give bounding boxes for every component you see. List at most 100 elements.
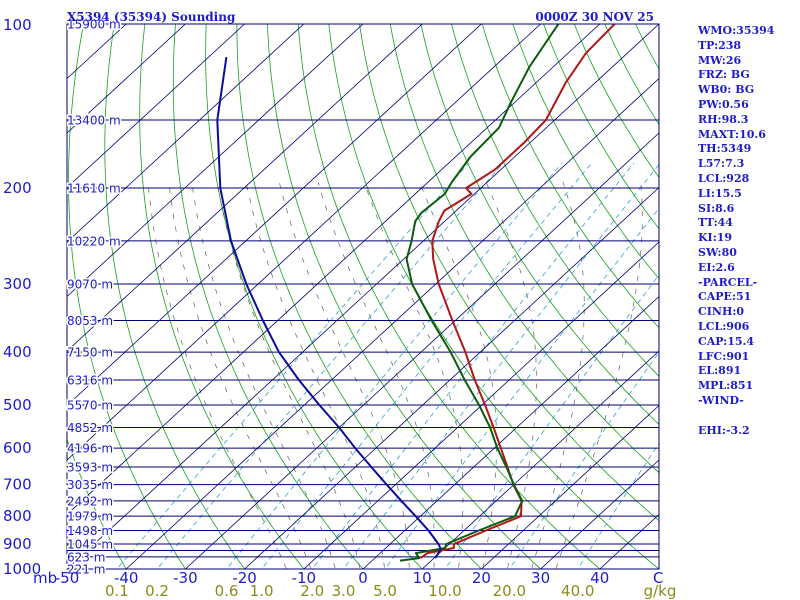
index-line: EHI:-3.2 bbox=[698, 423, 750, 437]
index-line: MW:26 bbox=[698, 53, 742, 67]
pressure-tick-label: 200 bbox=[3, 179, 32, 197]
isotherm bbox=[540, 459, 659, 569]
temp-tick-label: 10 bbox=[413, 569, 432, 587]
isotherm bbox=[67, 24, 245, 189]
temp-tick-label: 0 bbox=[358, 569, 368, 587]
index-line: RH:98.3 bbox=[698, 112, 749, 126]
moist-adiabat bbox=[363, 181, 464, 569]
height-label: 3593 m bbox=[67, 461, 113, 475]
temp-tick-label: -20 bbox=[232, 569, 257, 587]
indices-panel: WMO:35394 TP:238 MW:26 FRZ: BG WB0: BG PW:0.5… bbox=[698, 24, 798, 438]
index-line: CINH:0 bbox=[698, 305, 745, 319]
isotherm bbox=[67, 24, 305, 243]
isotherm bbox=[67, 24, 541, 461]
height-label: 7150 m bbox=[67, 346, 113, 360]
moist-adiabat bbox=[531, 181, 585, 569]
pressure-tick-label: 1000 bbox=[3, 560, 41, 578]
index-line: CAPE:51 bbox=[698, 290, 752, 304]
mixing-ratio-label: 0.6 bbox=[215, 582, 239, 600]
mixing-ratio-line bbox=[311, 162, 635, 569]
moist-adiabat bbox=[191, 182, 336, 569]
index-line: TT:44 bbox=[698, 216, 733, 230]
isotherm bbox=[185, 132, 659, 569]
mixing-ratio-line bbox=[384, 207, 659, 569]
dry-adiabat bbox=[67, 437, 127, 569]
height-label: 2492 m bbox=[67, 494, 113, 508]
isotherm bbox=[67, 24, 186, 134]
pressure-tick-label: 500 bbox=[3, 396, 32, 414]
mixing-ratio-label: 0.1 bbox=[105, 582, 129, 600]
index-line: LCL:906 bbox=[698, 319, 750, 333]
index-line: LI:15.5 bbox=[698, 186, 742, 200]
isotherm bbox=[67, 24, 364, 298]
mixing-ratio-line bbox=[156, 162, 504, 569]
height-label: 5570 m bbox=[67, 398, 113, 412]
isotherm bbox=[303, 241, 659, 569]
height-label: 4196 m bbox=[67, 442, 113, 456]
series-layer bbox=[216, 24, 616, 562]
index-line: KI:19 bbox=[698, 231, 733, 245]
height-label: 4852 m bbox=[67, 421, 113, 435]
mixing-ratio-label: 10.0 bbox=[428, 582, 461, 600]
mixing-ratio-label: 1.0 bbox=[250, 582, 274, 600]
index-line: LFC:901 bbox=[698, 349, 750, 363]
index-line: L57:7.3 bbox=[698, 157, 745, 171]
isotherm bbox=[67, 24, 423, 352]
height-label: 623 m bbox=[67, 550, 105, 564]
index-line: LCL:928 bbox=[698, 171, 750, 185]
height-label: 1498 m bbox=[67, 524, 113, 538]
isotherm bbox=[67, 24, 482, 407]
isotherm bbox=[67, 24, 659, 569]
pressure-tick-label: 900 bbox=[3, 535, 32, 553]
mixing-ratio-label: 20.0 bbox=[493, 582, 526, 600]
isotherm bbox=[125, 77, 659, 569]
mixing-ratio-line bbox=[226, 162, 563, 569]
series-line-dewpoint bbox=[399, 24, 560, 562]
index-line: FRZ: BG bbox=[698, 68, 750, 82]
chart-title-left: X5394 (35394) Sounding bbox=[67, 10, 236, 24]
temp-tick-label: -40 bbox=[114, 569, 139, 587]
height-label: 221 m bbox=[67, 563, 105, 577]
isotherm bbox=[421, 350, 659, 569]
height-label: 6316 m bbox=[67, 374, 113, 388]
index-line: -WIND- bbox=[698, 393, 744, 407]
temp-tick-label: -10 bbox=[292, 569, 317, 587]
height-label: 1045 m bbox=[67, 538, 113, 552]
mixing-ratio-label: 3.0 bbox=[332, 582, 356, 600]
index-line: TP:238 bbox=[698, 38, 742, 52]
series-line-parcel bbox=[216, 56, 442, 559]
height-label: 9070 m bbox=[67, 278, 113, 292]
index-line: WB0: BG bbox=[698, 83, 755, 97]
pressure-tick-label: 600 bbox=[3, 439, 32, 457]
index-line: EL:891 bbox=[698, 364, 742, 378]
height-label: 15900 m bbox=[67, 18, 121, 32]
series-line-temperature bbox=[419, 24, 616, 559]
plot-frame bbox=[66, 23, 660, 570]
index-line: PW:0.56 bbox=[698, 97, 749, 111]
isotherm bbox=[67, 24, 601, 516]
temp-tick-label: -50 bbox=[55, 569, 80, 587]
height-label: 3035 m bbox=[67, 478, 113, 492]
index-line: SW:80 bbox=[698, 245, 737, 259]
mixing-ratio-line bbox=[444, 274, 659, 569]
temp-tick-label: 40 bbox=[590, 569, 609, 587]
temp-tick-label: 20 bbox=[472, 569, 491, 587]
index-line: WMO:35394 bbox=[698, 24, 775, 37]
isotherm bbox=[481, 404, 659, 569]
pressure-tick-label: 700 bbox=[3, 476, 32, 494]
pressure-tick-label: 400 bbox=[3, 343, 32, 361]
temperature-unit-label: C bbox=[653, 569, 663, 587]
index-line: MAXT:10.6 bbox=[698, 127, 766, 141]
index-line: MPL:851 bbox=[698, 379, 754, 393]
pressure-tick-label: 800 bbox=[3, 507, 32, 525]
index-line: CAP:15.4 bbox=[698, 334, 755, 348]
mixing-ratio-label: 2.0 bbox=[300, 582, 324, 600]
chart-title-right: 0000Z 30 NOV 25 bbox=[535, 10, 654, 24]
mixing-ratio-line bbox=[116, 162, 469, 569]
isotherm bbox=[362, 295, 659, 569]
height-label: 13400 m bbox=[67, 113, 121, 127]
pressure-tick-label: 300 bbox=[3, 275, 32, 293]
mixing-ratio-label: 0.2 bbox=[145, 582, 169, 600]
isotherm bbox=[244, 186, 659, 569]
